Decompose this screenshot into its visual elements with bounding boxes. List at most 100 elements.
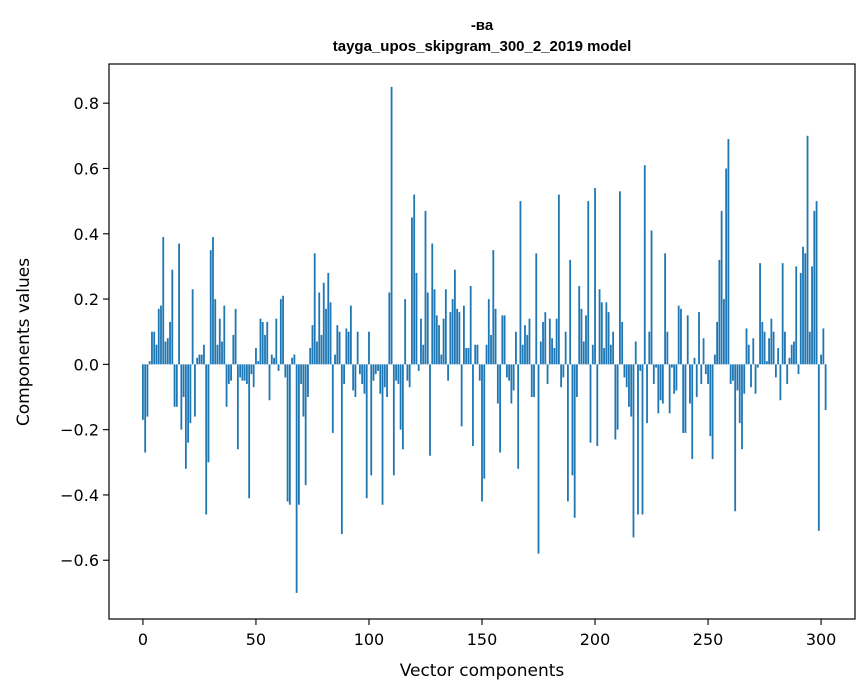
bar [345,328,348,365]
bar [537,364,540,554]
bar [797,364,800,375]
bar [148,361,151,365]
y-tick-label: −0.2 [60,421,99,440]
bar [722,299,725,365]
bar [700,364,703,384]
bar [449,312,452,365]
bar [612,331,615,365]
y-tick-label: 0.4 [74,225,99,244]
bar [772,331,775,365]
bar [508,364,511,381]
bar [673,364,676,394]
bar [585,315,587,365]
bar [806,135,809,365]
bar [227,364,230,384]
bar [689,364,691,404]
bar [169,321,171,365]
bar [248,364,251,499]
bar [291,357,294,365]
bar [313,253,316,365]
bar [582,341,585,365]
bar [433,289,436,365]
bar [551,338,553,365]
bar [490,334,492,365]
bar [485,344,488,365]
bar [187,364,190,443]
bar [320,334,323,365]
bar [643,165,646,365]
bar [738,364,741,424]
bar [390,86,393,365]
bar [578,286,581,365]
bar [270,354,273,365]
bar [521,344,524,365]
bar [340,364,343,535]
bar [352,364,355,391]
bar [614,364,617,440]
bar [234,308,237,365]
bar [544,312,547,365]
bar [379,364,382,394]
bar [297,364,300,505]
bar [802,246,804,365]
y-tick-label: −0.4 [60,486,99,505]
bar [711,364,714,460]
bar [605,302,608,365]
bar [157,308,160,365]
bar [759,263,761,365]
bar [503,315,506,365]
bar [526,334,529,365]
bar [567,364,569,502]
bar [386,364,388,397]
bar [209,250,212,365]
bar [397,364,400,384]
bar [343,364,346,384]
bar [359,364,361,375]
bar [243,364,246,381]
bar [372,364,375,381]
bar [257,361,260,365]
y-axis-ticks: −0.6 −0.4 −0.2 0.0 0.2 0.4 0.6 0.8 [60,94,109,570]
bar [266,321,269,365]
bar [682,364,685,433]
bar [180,364,183,430]
bar [659,364,662,401]
bar [261,321,264,365]
bar [203,344,205,365]
bar [221,341,223,365]
bar [275,318,278,365]
x-axis-label: Vector components [400,661,565,681]
bar [406,364,409,381]
bar [693,357,696,365]
bar [576,364,578,397]
bar [146,364,149,417]
bar [236,364,239,450]
bar [621,321,624,365]
bar [646,364,648,424]
bar [734,364,737,512]
bar [426,292,429,365]
bar [795,266,798,365]
bar [743,364,746,394]
bar [198,354,201,365]
bar [754,364,757,394]
bar [639,364,642,371]
x-tick-label: 150 [467,630,498,649]
bar [182,364,185,397]
bar [533,364,535,397]
bar [377,364,379,371]
bar [600,302,603,365]
bar [417,364,420,371]
bar [713,354,716,365]
bar [338,331,341,365]
bar [225,364,228,407]
bar [295,364,298,593]
bar [153,331,156,365]
bar [205,364,208,515]
bar [799,272,802,365]
bar [442,318,445,365]
bar [268,364,271,401]
bar [736,364,739,391]
bar [822,328,825,365]
